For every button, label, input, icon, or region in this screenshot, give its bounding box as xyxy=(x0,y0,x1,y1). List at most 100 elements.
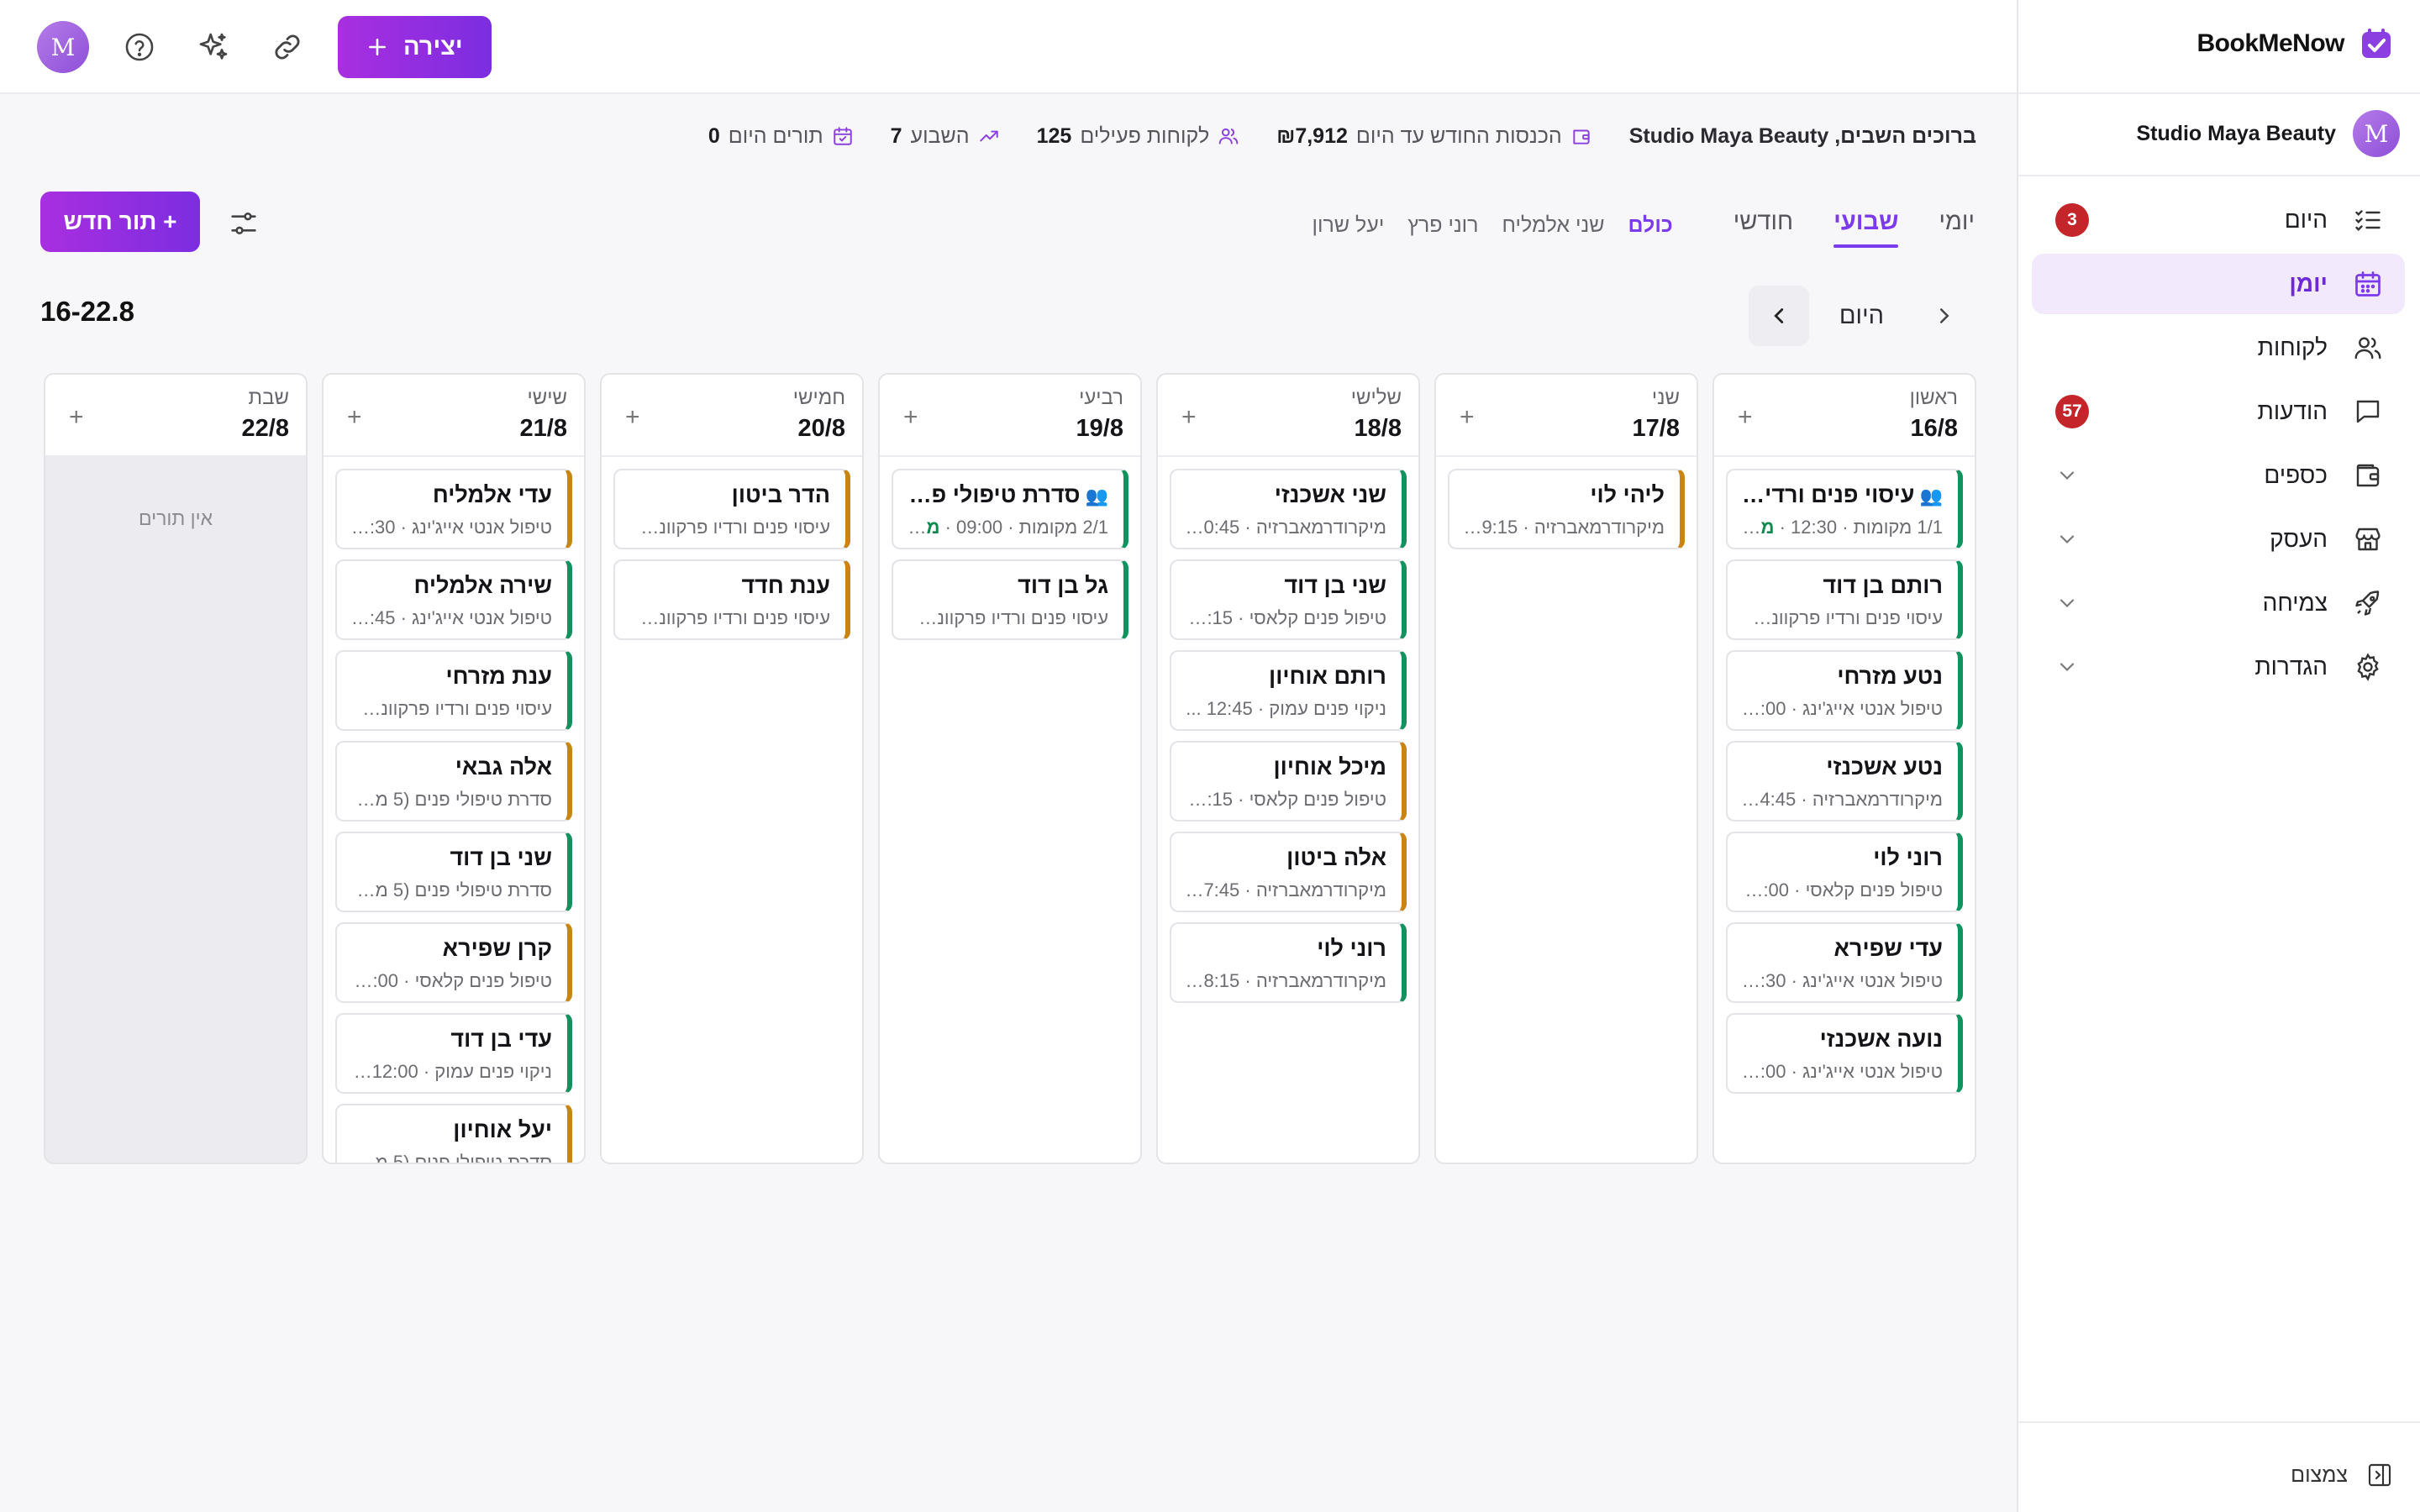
day-column[interactable]: רביעי 19/8 + 👥 סדרת טיפולי פני... 2/1 מקומות… xyxy=(878,373,1142,1164)
chevron-down-icon[interactable] xyxy=(2055,464,2079,487)
chevron-down-icon[interactable] xyxy=(2055,655,2079,679)
appointment-title: 👥 סדרת טיפולי פני... xyxy=(907,482,1108,508)
staff-filter-roni-peretz[interactable]: רוני פרץ xyxy=(1407,213,1479,237)
stat-active-clients: לקוחות פעילים 125 xyxy=(1037,124,1240,149)
appointment-card[interactable]: אלה גבאי סדרת טיפולי פנים (5 מפג... xyxy=(335,741,572,822)
week-range: 16-22.8 xyxy=(40,296,134,327)
appointment-card[interactable]: ליהי לוי מיקרודרמאברזיה · 09:15 ... xyxy=(1448,469,1685,549)
stat-label: השבוע xyxy=(910,123,970,148)
appointment-client-name: עדי אלמליח xyxy=(432,482,552,507)
appointment-service-time: טיפול אנטי אייג'ינג · 6:30... xyxy=(1741,970,1943,991)
new-appointment-button[interactable]: + תור חדש xyxy=(40,192,200,252)
day-column[interactable]: חמישי 20/8 + הדר ביטון עיסוי פנים ורדיו פרקו… xyxy=(600,373,864,1164)
add-appointment-plus-icon[interactable]: + xyxy=(1460,403,1475,431)
appointment-card[interactable]: נטע מזרחי טיפול אנטי אייג'ינג · 4:00... xyxy=(1726,650,1963,731)
chevron-down-icon[interactable] xyxy=(2055,528,2079,551)
stat-label: הכנסות החודש עד היום xyxy=(1355,123,1562,148)
day-column[interactable]: שישי 21/8 + עדי אלמליח טיפול אנטי אייג'ינג ·… xyxy=(322,373,586,1164)
day-header: שישי 21/8 + xyxy=(324,375,584,457)
group-appointment-card[interactable]: 👥 סדרת טיפולי פני... 2/1 מקומות · 09:00 ·… xyxy=(892,469,1128,549)
rocket-icon xyxy=(2351,586,2385,620)
day-column[interactable]: ראשון 16/8 + 👥 עיסוי פנים ורדיו ... 1/1 מקומ… xyxy=(1712,373,1976,1164)
add-appointment-plus-icon[interactable]: + xyxy=(625,403,640,431)
sidebar-item-growth[interactable]: צמיחה xyxy=(2032,573,2405,633)
add-appointment-plus-icon[interactable]: + xyxy=(1738,403,1753,431)
calendar-check-logo-icon xyxy=(2362,29,2391,58)
help-circle-icon xyxy=(125,33,154,61)
brand[interactable]: BookMeNow xyxy=(2197,20,2394,67)
appointment-card[interactable]: שני בן דוד טיפול פנים קלאסי · 1:15... xyxy=(1170,559,1407,640)
sidebar-item-messages[interactable]: הודעות 57 xyxy=(2032,381,2405,442)
sidebar-item-label: העסק xyxy=(2270,526,2328,552)
studio-switcher[interactable]: M Studio Maya Beauty xyxy=(2136,108,2400,160)
appointment-card[interactable]: יעל אוחיון סדרת טיפולי פנים (5 מפג... xyxy=(335,1104,572,1163)
appointment-card[interactable]: רותם בן דוד עיסוי פנים ורדיו פרקוונסי · .… xyxy=(1726,559,1963,640)
studio-avatar: M xyxy=(2353,110,2400,157)
today-button[interactable]: היום xyxy=(1839,302,1884,329)
appointment-client-name: אלה גבאי xyxy=(455,754,552,780)
ai-assistant-button[interactable] xyxy=(190,24,237,71)
sliders-filter-icon[interactable] xyxy=(227,207,260,240)
appointment-card[interactable]: רוני לוי טיפול פנים קלאסי · 5:00... xyxy=(1726,832,1963,912)
add-appointment-plus-icon[interactable]: + xyxy=(347,403,362,431)
group-appointment-card[interactable]: 👥 עיסוי פנים ורדיו ... 1/1 מקומות · 12:30… xyxy=(1726,469,1963,549)
appointment-title: 👥 עיסוי פנים ורדיו ... xyxy=(1741,482,1943,508)
sidebar-item-calendar[interactable]: יומן xyxy=(2032,254,2405,314)
appointment-card[interactable]: שירה אלמליח טיפול אנטי אייג'ינג · 0:45... xyxy=(335,559,572,640)
sparkles-icon xyxy=(199,33,228,60)
collapse-sidebar-button[interactable]: צמצום xyxy=(2291,1462,2393,1488)
appointment-card[interactable]: שני בן דוד סדרת טיפולי פנים (5 מפג... xyxy=(335,832,572,912)
appointment-card[interactable]: עדי אלמליח טיפול אנטי אייג'ינג · 9:30... xyxy=(335,469,572,549)
appointment-card[interactable]: רותם אוחיון ניקוי פנים עמוק · 12:45 ... xyxy=(1170,650,1407,731)
appointment-card[interactable]: רוני לוי מיקרודרמאברזיה · 18:15 ... xyxy=(1170,922,1407,1003)
appointment-card[interactable]: נטע אשכנזי מיקרודרמאברזיה · 14:45 ... xyxy=(1726,741,1963,822)
appointment-card[interactable]: ענת חדד עיסוי פנים ורדיו פרקוונסי · ... xyxy=(613,559,850,640)
add-appointment-plus-icon[interactable]: + xyxy=(903,403,918,431)
staff-filter-all[interactable]: כולם xyxy=(1628,213,1673,237)
appointment-service-time: מיקרודרמאברזיה · 10:45 ... xyxy=(1185,517,1386,538)
sidebar-item-today[interactable]: היום 3 xyxy=(2032,190,2405,250)
appointment-card[interactable]: קרן שפירא טיפול פנים קלאסי · 2:00... xyxy=(335,922,572,1003)
appointment-card[interactable]: נועה אשכנזי טיפול אנטי אייג'ינג · 7:00... xyxy=(1726,1013,1963,1094)
stat-monthly-revenue: הכנסות החודש עד היום ₪7,912 xyxy=(1276,124,1591,149)
sidebar-item-clients[interactable]: לקוחות xyxy=(2032,318,2405,378)
sidebar-item-business[interactable]: העסק xyxy=(2032,509,2405,570)
staff-filter-shani-almaliach[interactable]: שני אלמליח xyxy=(1502,213,1605,237)
appointment-card[interactable]: אלה ביטון מיקרודרמאברזיה · 17:45 ... xyxy=(1170,832,1407,912)
stat-label: תורים היום xyxy=(728,123,823,148)
sidebar-item-finance[interactable]: כספים xyxy=(2032,445,2405,506)
appointment-service-time: עיסוי פנים ורדיו פרקוונסי · ... xyxy=(350,698,552,719)
appointment-card[interactable]: גל בן דוד עיסוי פנים ורדיו פרקוונסי · ... xyxy=(892,559,1128,640)
appointment-card[interactable]: ענת מזרחי עיסוי פנים ורדיו פרקוונסי · ... xyxy=(335,650,572,731)
sidebar-item-settings[interactable]: הגדרות xyxy=(2032,637,2405,697)
sidebar-item-label: לקוחות xyxy=(2257,334,2328,360)
appointment-card[interactable]: הדר ביטון עיסוי פנים ורדיו פרקוונסי · ... xyxy=(613,469,850,549)
tab-weekly[interactable]: שבועי xyxy=(1833,208,1899,248)
appointment-details: טיפול אנטי אייג'ינג · 4:00... xyxy=(1741,698,1943,720)
appointment-card[interactable]: שני אשכנזי מיקרודרמאברזיה · 10:45 ... xyxy=(1170,469,1407,549)
sidebar-item-label: כספים xyxy=(2264,462,2328,488)
tab-daily[interactable]: יומי xyxy=(1939,207,1975,235)
appointment-details: עיסוי פנים ורדיו פרקוונסי · ... xyxy=(629,517,830,538)
day-column[interactable]: שבת 22/8 + אין תורים xyxy=(44,373,308,1164)
add-appointment-plus-icon[interactable]: + xyxy=(1181,403,1197,431)
day-column[interactable]: שני 17/8 + ליהי לוי מיקרודרמאברזיה · 09:15 .… xyxy=(1434,373,1698,1164)
appointment-card[interactable]: עדי שפירא טיפול אנטי אייג'ינג · 6:30... xyxy=(1726,922,1963,1003)
staff-filter-yael-sharon[interactable]: יעל שרון xyxy=(1312,213,1385,237)
next-week-button[interactable] xyxy=(1748,286,1809,346)
add-appointment-plus-icon[interactable]: + xyxy=(69,403,84,431)
appointment-title: גל בן דוד xyxy=(907,573,1108,599)
help-button[interactable] xyxy=(116,24,163,71)
previous-week-button[interactable] xyxy=(1914,286,1975,346)
today-count-badge: 3 xyxy=(2055,203,2089,237)
day-column[interactable]: שלישי 18/8 + שני אשכנזי מיקרודרמאברזיה · 10:… xyxy=(1156,373,1420,1164)
tab-monthly[interactable]: חודשי xyxy=(1733,207,1794,235)
appointment-card[interactable]: מיכל אוחיון טיפול פנים קלאסי · 7:15... xyxy=(1170,741,1407,822)
user-avatar[interactable]: M xyxy=(37,21,89,73)
chevron-down-icon[interactable] xyxy=(2055,591,2079,615)
stat-label: לקוחות פעילים xyxy=(1080,123,1210,148)
appointment-details: טיפול אנטי אייג'ינג · 7:00... xyxy=(1741,1061,1943,1083)
appointment-card[interactable]: עדי בן דוד ניקוי פנים עמוק · 12:00 · ... xyxy=(335,1013,572,1094)
share-link-button[interactable] xyxy=(264,24,311,71)
create-button[interactable]: יצירה xyxy=(338,16,492,78)
